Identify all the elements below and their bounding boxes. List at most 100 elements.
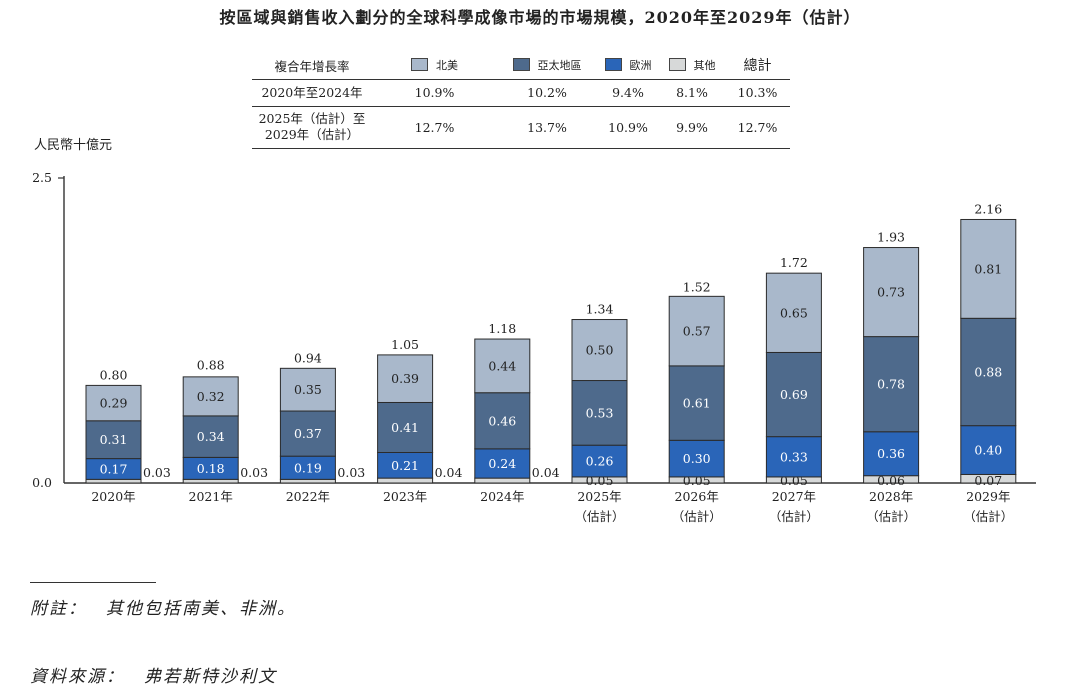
- footnote-note: 附註： 其他包括南美、非洲。: [30, 599, 296, 619]
- total-label: 2.16: [974, 201, 1002, 216]
- bar-segment: [863, 247, 920, 338]
- data-label: 0.69: [780, 387, 808, 402]
- cagr-header-asia-pacific: 亞太地區: [497, 52, 597, 80]
- cagr-row: 2020年至2024年 10.9% 10.2% 9.4% 8.1% 10.3%: [252, 79, 790, 107]
- x-tick-sublabel: （估計）: [866, 509, 916, 524]
- bar-segment: [571, 444, 628, 478]
- cagr-cell: 8.1%: [659, 79, 725, 107]
- cagr-row: 2025年（估計）至 2029年（估計） 12.7% 13.7% 10.9% 9.…: [252, 106, 790, 149]
- cagr-cell: 10.3%: [725, 79, 790, 107]
- data-label: 0.36: [877, 446, 905, 461]
- data-label: 0.19: [294, 460, 322, 475]
- footnote-source: 資料來源： 弗若斯特沙利文: [30, 667, 277, 687]
- legend-swatch-europe: [604, 58, 622, 71]
- data-label: 0.50: [586, 343, 614, 358]
- x-tick-label: 2021年: [189, 489, 233, 504]
- data-label: 0.78: [877, 377, 905, 392]
- x-tick-label: 2028年: [869, 489, 913, 504]
- cagr-cell: 10.2%: [497, 79, 597, 107]
- y-tick-label: 0.0: [32, 475, 52, 490]
- total-label: 1.93: [877, 230, 905, 245]
- data-label: 0.24: [488, 456, 516, 471]
- legend-swatch-other: [668, 58, 686, 71]
- legend-swatch-asia-pacific: [512, 58, 530, 71]
- data-label: 0.88: [974, 364, 1002, 379]
- x-tick-sublabel: （估計）: [672, 509, 722, 524]
- data-label: 0.03: [143, 465, 171, 480]
- data-label: 0.18: [197, 461, 225, 476]
- cagr-cell: 10.9%: [372, 79, 497, 107]
- x-tick-label: 2026年: [675, 489, 719, 504]
- x-tick-sublabel: （估計）: [769, 509, 819, 524]
- total-label: 1.05: [391, 337, 419, 352]
- bar-segment: [668, 365, 725, 441]
- data-label: 0.04: [532, 465, 560, 480]
- bar-segment: [279, 478, 336, 484]
- cagr-cell: 10.9%: [597, 106, 659, 149]
- cagr-header-total: 總計: [725, 52, 790, 80]
- x-tick-label: 2022年: [286, 489, 330, 504]
- data-label: 0.53: [586, 405, 614, 420]
- bar-segment: [474, 392, 531, 450]
- bar-segment: [182, 478, 239, 484]
- data-label: 0.29: [100, 396, 128, 411]
- legend-swatch-north-america: [411, 58, 428, 71]
- data-label: 0.26: [586, 454, 614, 469]
- bar-segment: [863, 336, 920, 433]
- cagr-row-label: 2020年至2024年: [252, 79, 372, 107]
- bar-segment: [960, 218, 1017, 319]
- bar-segment: [182, 415, 239, 458]
- data-label: 0.07: [974, 473, 1002, 488]
- data-label: 0.57: [683, 324, 711, 339]
- y-unit-label: 人民幣十億元: [34, 138, 113, 153]
- bar-segment: [668, 295, 725, 367]
- data-label: 0.17: [100, 461, 128, 476]
- data-label: 0.31: [100, 432, 128, 447]
- data-label: 0.34: [197, 429, 225, 444]
- data-label: 0.40: [974, 443, 1002, 458]
- data-label: 0.03: [337, 465, 365, 480]
- total-label: 1.52: [683, 280, 711, 295]
- bar-segment: [474, 477, 531, 484]
- bar-segment: [182, 376, 239, 417]
- bar-segment: [571, 380, 628, 446]
- x-tick-sublabel: （估計）: [963, 509, 1013, 524]
- bar-segment: [279, 367, 336, 412]
- total-label: 1.72: [780, 255, 808, 270]
- x-tick-label: 2027年: [772, 489, 816, 504]
- cagr-header-north-america: 北美: [372, 52, 497, 80]
- chart-title: 按區域與銷售收入劃分的全球科學成像市場的市場規模，2020年至2029年（估計）: [219, 8, 861, 27]
- bar-segment: [474, 338, 531, 394]
- data-label: 0.33: [780, 449, 808, 464]
- bar-segment: [377, 401, 434, 454]
- total-label: 0.80: [100, 367, 128, 382]
- cagr-header-label: 複合年增長率: [252, 52, 372, 80]
- bar-segment: [474, 448, 531, 479]
- bar-segment: [765, 272, 822, 353]
- cagr-cell: 9.4%: [597, 79, 659, 107]
- data-label: 0.04: [435, 465, 463, 480]
- bar-segment: [960, 425, 1017, 475]
- x-tick-sublabel: （估計）: [574, 509, 624, 524]
- bar-segment: [668, 439, 725, 478]
- x-tick-label: 2020年: [91, 489, 135, 504]
- bar-segment: [571, 319, 628, 382]
- x-tick-label: 2024年: [480, 489, 524, 504]
- total-label: 0.94: [294, 350, 322, 365]
- data-label: 0.21: [391, 458, 419, 473]
- data-label: 0.44: [488, 358, 516, 373]
- bar-segment: [765, 436, 822, 478]
- cagr-header-row: 複合年增長率 北美 亞太地區 歐洲 其他 總計: [252, 52, 790, 80]
- bar-segment: [960, 317, 1017, 427]
- bar-segment: [377, 477, 434, 484]
- bar-segment: [377, 354, 434, 403]
- data-label: 0.30: [683, 451, 711, 466]
- data-label: 0.73: [877, 285, 905, 300]
- cagr-cell: 12.7%: [372, 106, 497, 149]
- data-label: 0.46: [488, 413, 516, 428]
- data-label: 0.03: [240, 465, 268, 480]
- data-label: 0.65: [780, 305, 808, 320]
- data-label: 0.37: [294, 426, 322, 441]
- total-label: 0.88: [197, 358, 225, 373]
